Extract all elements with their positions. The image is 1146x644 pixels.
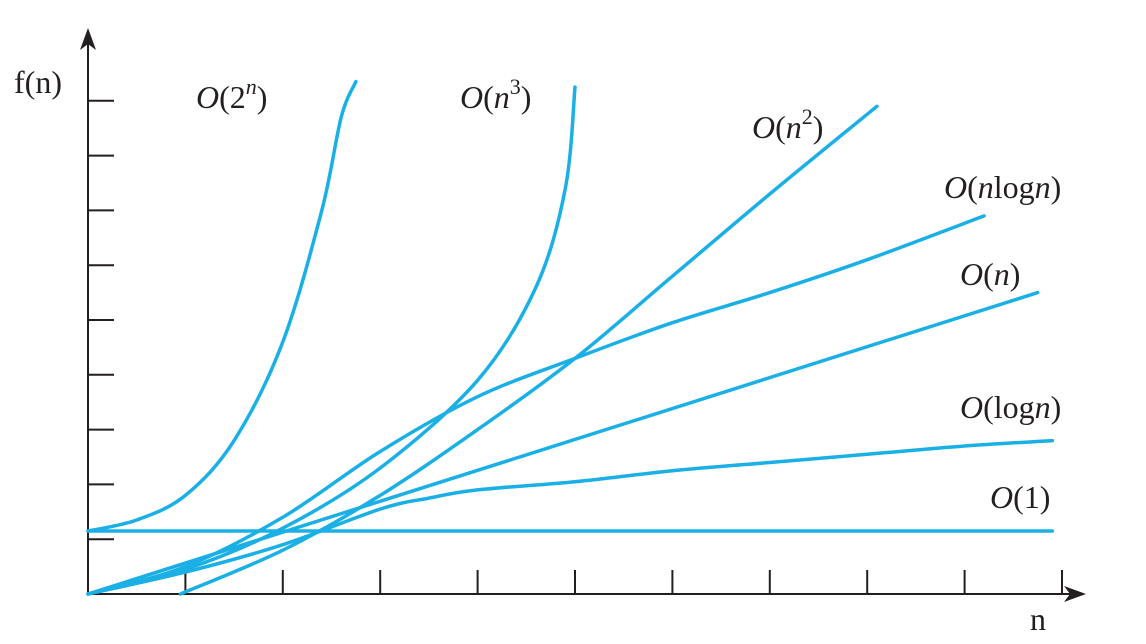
x-axis-arrow <box>1064 586 1086 602</box>
series-line-1 <box>86 85 577 596</box>
series-line-0 <box>86 79 358 533</box>
series-label-5: O(logn) <box>960 389 1061 425</box>
series-line-4 <box>86 290 1040 596</box>
y-axis-label: f(n) <box>14 64 62 100</box>
series-line-3 <box>86 214 986 596</box>
series-label-2: O(n2) <box>752 104 823 145</box>
x-axis-label: n <box>1030 601 1046 637</box>
series-label-4: O(n) <box>960 256 1020 292</box>
series-label-3: O(nlogn) <box>944 169 1061 205</box>
series-label-6: O(1) <box>990 479 1050 515</box>
axes <box>80 28 1086 602</box>
series-label-1: O(n3) <box>460 74 531 115</box>
series-line-2 <box>178 104 879 596</box>
series-line-5 <box>86 438 1055 596</box>
y-axis-arrow <box>80 28 96 50</box>
curves <box>86 79 1055 596</box>
ticks <box>88 99 1063 594</box>
series-labels: O(2n) O(n3) O(n2) O(nlogn) O(n) O(logn) O(1) <box>196 74 1061 515</box>
series-label-0: O(2n) <box>196 74 267 115</box>
